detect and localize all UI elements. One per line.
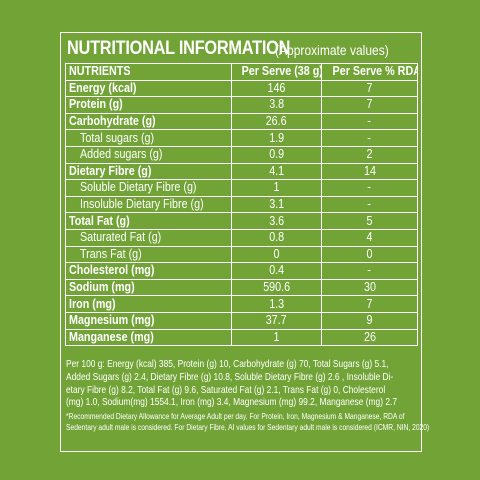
nutrient-name: Magnesium (mg) [65,311,232,330]
rda-value: - [321,179,418,197]
nutrient-name: Cholesterol (mg) [65,262,232,280]
per-serve-value: 1.9 [231,129,322,147]
table-row: Total sugars (g) 1.9- [65,129,418,147]
rda-value: 7 [321,295,418,313]
rda-value: 5 [321,212,418,230]
nutrient-name: Sodium (mg) [65,278,232,297]
table-row: Manganese (mg) 1 26 [65,328,418,347]
per-serve-value: 37.7 [231,311,322,330]
rda-value: 9 [321,311,418,330]
header-per-serve: Per Serve (38 g) [231,63,322,81]
per-serve-value: 0.8 [231,228,322,247]
nutrient-name: Total sugars (g) [65,129,232,147]
table-row: Added sugars (g) 0.9 2 [65,145,418,164]
per-serve-value: 1 [231,179,322,197]
per-serve-value: 3.6 [231,212,322,230]
title-subtitle: (Approximate values) [275,42,389,58]
header-per-serve-rda: Per Serve % RDA* [321,63,418,81]
nutrient-name: Dietary Fibre (g) [65,162,232,181]
per-serve-value: 0.4 [231,262,322,280]
panel-title: NUTRITIONAL INFORMATION (Approximate val… [67,37,417,61]
rda-value: 7 [321,79,418,98]
rda-value: 0 [321,245,418,264]
per-serve-value: 1.3 [231,295,322,313]
rda-value: 30 [321,278,418,297]
per-serve-value: 3.1 [231,195,322,214]
rda-value: 14 [321,162,418,181]
nutrient-name: Soluble Dietary Fibre (g) [65,179,232,197]
rda-value: - [321,129,418,147]
per-serve-value: 3.8 [231,96,322,114]
nutrient-name: Iron (mg) [65,295,232,313]
nutrient-name: Manganese (mg) [65,328,232,347]
per-serve-value: 4.1 [231,162,322,181]
table-row: Carbohydrate (g) 26.6- [65,112,418,131]
rda-value: - [321,112,418,131]
per-serve-value: 0 [231,245,322,264]
nutrient-name: Protein (g) [65,96,232,114]
table-header-row: NUTRIENTS Per Serve (38 g) Per Serve % R… [65,63,418,81]
nutrition-panel: NUTRITIONAL INFORMATION (Approximate val… [60,32,430,452]
per-serve-value: 26.6 [231,112,322,131]
table-row: Total Fat (g) 3.6 5 [65,212,418,230]
header-nutrients: NUTRIENTS [65,63,232,81]
nutrient-name: Added sugars (g) [65,145,232,164]
nutrient-name: Total Fat (g) [65,212,232,230]
table-row: Protein (g) 3.8 7 [65,96,418,114]
nutrient-name: Saturated Fat (g) [65,228,232,247]
table-row: Cholesterol (mg) 0.4- [65,262,418,280]
per-serve-value: 590.6 [231,278,322,297]
rda-value: 2 [321,145,418,164]
per-serve-value: 1 [231,328,322,347]
footnote-per-100g: Per 100 g: Energy (kcal) 385, Protein (g… [66,358,418,409]
table-row: Trans Fat (g) 0 0 [65,245,418,264]
nutrient-name: Energy (kcal) [65,79,232,98]
table-row: Iron (mg) 1.3 7 [65,295,418,313]
rda-value: - [321,195,418,214]
rda-value: - [321,262,418,280]
footnote-line: *Recommended Dietary Allowance for Avera… [66,411,405,421]
per-serve-value: 146 [231,79,322,98]
rda-value: 7 [321,96,418,114]
table-row: Sodium (mg) 590.6 30 [65,278,418,297]
rda-value: 4 [321,228,418,247]
rda-value: 26 [321,328,418,347]
nutrient-name: Trans Fat (g) [65,245,232,264]
table-row: Soluble Dietary Fibre (g) 1- [65,179,418,197]
footnote-line: Per 100 g: Energy (kcal) 385, Protein (g… [66,358,389,370]
footnote-rda: *Recommended Dietary Allowance for Avera… [66,411,430,433]
footnote-line: (mg) 1.0, Sodium(mg) 1554.1, Iron (mg) 3… [66,396,398,409]
table-row: Dietary Fibre (g) 4.1 14 [65,162,418,181]
table-row: Magnesium (mg) 37.7 9 [65,311,418,330]
nutrition-table: NUTRIENTS Per Serve (38 g) Per Serve % R… [65,63,418,347]
table-row: Insoluble Dietary Fibre (g) 3.1- [65,195,418,214]
table-row: Energy (kcal) 146 7 [65,79,418,98]
footnote-line: Sedentary adult male is considered. For … [66,422,430,432]
per-serve-value: 0.9 [231,145,322,164]
footnote-line: Added Sugars (g) 2.4, Dietary Fibre (g) … [66,370,394,383]
nutrient-name: Insoluble Dietary Fibre (g) [65,195,232,214]
table-row: Saturated Fat (g) 0.8 4 [65,228,418,247]
footnote-line: etary Fibre (g) 8.2, Total Fat (g) 9.6, … [66,383,386,396]
title-main: NUTRITIONAL INFORMATION [67,38,291,59]
nutrient-name: Carbohydrate (g) [65,112,232,131]
